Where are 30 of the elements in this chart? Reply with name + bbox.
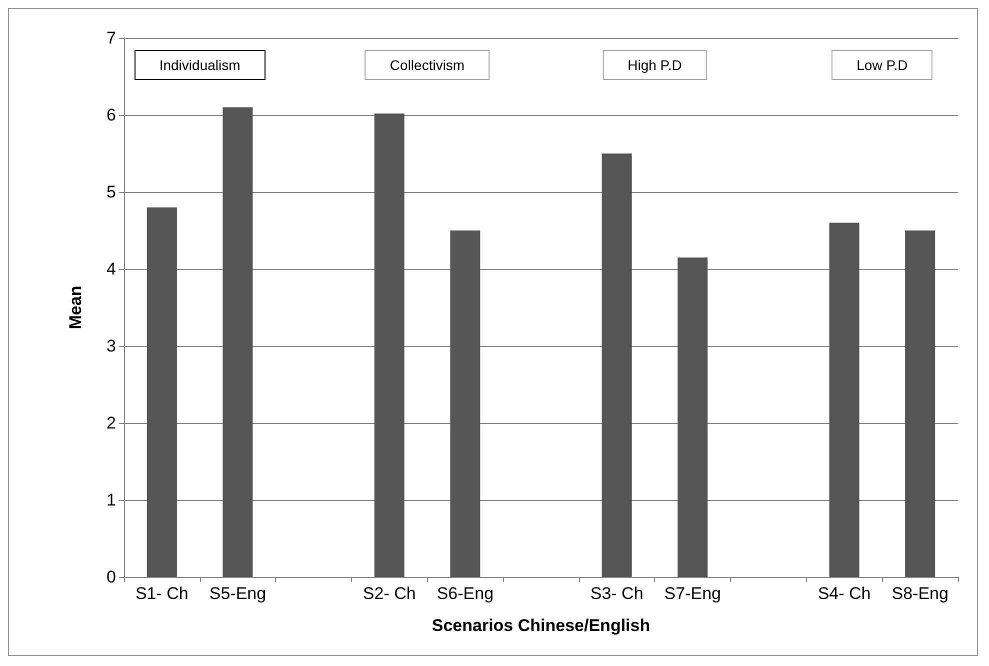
bar: [374, 113, 404, 577]
y-axis-title: Mean: [66, 286, 85, 330]
label-frame: High P.D: [602, 50, 707, 80]
x-tick-label: S4- Ch: [818, 584, 871, 603]
y-tick-label: 5: [106, 182, 116, 202]
y-tick-label: 0: [106, 568, 116, 586]
x-tick-label: S1- Ch: [135, 584, 188, 603]
x-tick-label: S5-Eng: [209, 584, 266, 603]
x-tick-label: S6-Eng: [436, 584, 494, 603]
bar: [678, 257, 708, 577]
y-tick-label: 6: [106, 106, 116, 124]
bar: [602, 154, 632, 577]
label-frame: Individualism: [134, 50, 266, 80]
y-tick-label: 4: [106, 260, 116, 278]
bar: [829, 222, 860, 577]
x-tick-label: S3- Ch: [590, 584, 644, 603]
y-tick-label: 3: [106, 336, 116, 356]
x-tick-label: S7-Eng: [664, 584, 721, 603]
label-frame: Collectivism: [364, 50, 490, 80]
y-tick-label: 7: [106, 28, 116, 48]
bar: [450, 230, 480, 577]
x-tick-label: S8-Eng: [892, 584, 948, 603]
bar: [905, 230, 936, 577]
y-tick-label: 1: [106, 490, 116, 510]
y-tick-label: 2: [106, 414, 116, 432]
bar: [146, 207, 177, 577]
x-tick-label: S2- Ch: [362, 584, 416, 603]
bar: [222, 107, 253, 577]
label-frame: Low P.D: [832, 50, 933, 80]
x-axis-title: Scenarios Chinese/English: [432, 616, 650, 635]
